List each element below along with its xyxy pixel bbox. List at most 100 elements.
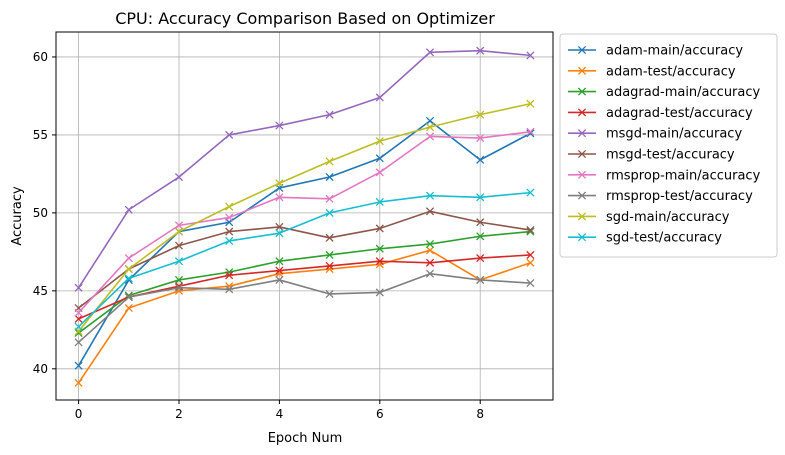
data-point-marker bbox=[476, 155, 485, 164]
legend-swatch-marker bbox=[577, 108, 587, 117]
data-point-marker bbox=[174, 283, 184, 292]
data-point-marker bbox=[124, 254, 133, 263]
legend-label: sgd-main/accuracy bbox=[606, 210, 730, 225]
data-point-marker bbox=[174, 227, 184, 236]
data-point-marker bbox=[526, 188, 535, 197]
data-point-marker bbox=[375, 93, 384, 102]
x-axis-ticks: 0 2 4 6 8 bbox=[75, 400, 484, 421]
legend-label: msgd-test/accuracy bbox=[606, 148, 735, 163]
data-point-marker bbox=[325, 208, 334, 217]
data-point-marker bbox=[225, 213, 234, 222]
series-adagrad-main-accuracy bbox=[74, 227, 535, 338]
data-point-marker bbox=[225, 236, 234, 246]
y-tick-label: 45 bbox=[33, 284, 48, 298]
legend-entry: adagrad-main/accuracy bbox=[568, 85, 761, 100]
legend-swatch-marker bbox=[577, 212, 587, 221]
data-point-marker bbox=[375, 224, 384, 233]
legend-entry: adagrad-test/accuracy bbox=[568, 106, 753, 121]
data-point-marker bbox=[74, 328, 83, 338]
legend-label: adam-main/accuracy bbox=[606, 44, 743, 59]
y-axis-ticks: 40 45 50 55 60 bbox=[33, 50, 56, 376]
series-line bbox=[78, 191, 531, 328]
data-point-marker bbox=[124, 274, 133, 283]
data-point-marker bbox=[124, 205, 133, 214]
series-line bbox=[78, 210, 531, 309]
data-point-marker bbox=[174, 241, 184, 250]
data-point-marker bbox=[375, 197, 384, 207]
data-point-marker bbox=[74, 378, 83, 387]
data-point-marker bbox=[526, 278, 535, 288]
data-point-marker bbox=[375, 244, 384, 253]
legend-label: adam-test/accuracy bbox=[606, 64, 736, 79]
data-point-marker bbox=[275, 266, 284, 275]
series-line bbox=[77, 120, 531, 367]
data-point-marker bbox=[476, 275, 485, 284]
data-point-marker bbox=[425, 269, 435, 278]
data-point-marker bbox=[325, 194, 334, 203]
series-msgd-test-accuracy bbox=[74, 207, 535, 313]
data-point-marker bbox=[325, 250, 334, 260]
legend-label: rmsprop-main/accuracy bbox=[606, 168, 761, 183]
data-point-marker bbox=[74, 361, 83, 370]
legend-label: adagrad-test/accuracy bbox=[606, 106, 753, 121]
data-point-marker bbox=[425, 258, 435, 267]
data-point-marker bbox=[526, 99, 535, 108]
legend-swatch-marker bbox=[577, 149, 587, 159]
data-point-marker bbox=[275, 222, 284, 231]
legend-entry: rmsprop-test/accuracy bbox=[568, 189, 753, 204]
legend-entry: sgd-test/accuracy bbox=[568, 231, 722, 246]
data-point-marker bbox=[425, 132, 435, 141]
data-point-marker bbox=[526, 129, 535, 138]
data-point-marker bbox=[225, 130, 234, 139]
legend-swatch-marker bbox=[577, 170, 587, 179]
x-tick-label: 6 bbox=[376, 407, 384, 421]
data-point-marker bbox=[74, 314, 83, 323]
y-tick-label: 50 bbox=[33, 206, 48, 220]
series-sgd-main-accuracy bbox=[74, 99, 535, 336]
plot-frame bbox=[55, 31, 554, 401]
data-point-marker bbox=[476, 46, 485, 55]
legend-entry: rmsprop-main/accuracy bbox=[568, 168, 761, 183]
y-tick-label: 55 bbox=[33, 128, 48, 142]
legend-entry: adam-test/accuracy bbox=[568, 64, 736, 79]
data-point-marker bbox=[124, 303, 133, 313]
x-axis-label: Epoch Num bbox=[268, 431, 343, 446]
x-tick-label: 2 bbox=[175, 407, 183, 421]
data-point-marker bbox=[74, 283, 83, 292]
data-point-marker bbox=[526, 51, 535, 60]
data-point-marker bbox=[275, 275, 284, 284]
data-point-marker bbox=[174, 221, 184, 230]
data-point-marker bbox=[526, 225, 535, 235]
data-point-marker bbox=[425, 123, 435, 132]
series-line bbox=[78, 230, 531, 334]
data-point-marker bbox=[526, 258, 535, 267]
data-point-marker bbox=[375, 154, 384, 163]
data-point-marker bbox=[325, 233, 334, 242]
series-line bbox=[77, 102, 531, 332]
grid bbox=[56, 32, 553, 400]
data-point-marker bbox=[275, 257, 284, 266]
legend-label: adagrad-main/accuracy bbox=[606, 85, 761, 100]
series-line bbox=[78, 272, 531, 343]
legend-swatch-marker bbox=[577, 129, 587, 138]
series-msgd-main-accuracy bbox=[74, 46, 535, 292]
chart-title: CPU: Accuracy Comparison Based on Optimi… bbox=[115, 9, 495, 28]
data-point-marker bbox=[124, 293, 133, 302]
data-point-marker bbox=[476, 218, 485, 227]
data-point-marker bbox=[325, 172, 334, 182]
x-tick-label: 8 bbox=[476, 407, 484, 421]
data-point-marker bbox=[74, 338, 83, 347]
legend-swatch-marker bbox=[577, 45, 587, 55]
data-point-marker bbox=[476, 232, 485, 241]
data-point-marker bbox=[526, 127, 535, 136]
data-point-marker bbox=[74, 322, 83, 331]
series-adam-main-accuracy bbox=[74, 116, 535, 370]
legend-frame bbox=[559, 33, 778, 258]
data-point-marker bbox=[476, 193, 485, 202]
legend-entry: adam-main/accuracy bbox=[568, 44, 743, 59]
data-point-marker bbox=[476, 254, 485, 263]
series-rmsprop-test-accuracy bbox=[74, 269, 535, 347]
data-point-marker bbox=[275, 229, 284, 238]
series-line bbox=[77, 49, 531, 289]
data-point-marker bbox=[375, 288, 384, 297]
